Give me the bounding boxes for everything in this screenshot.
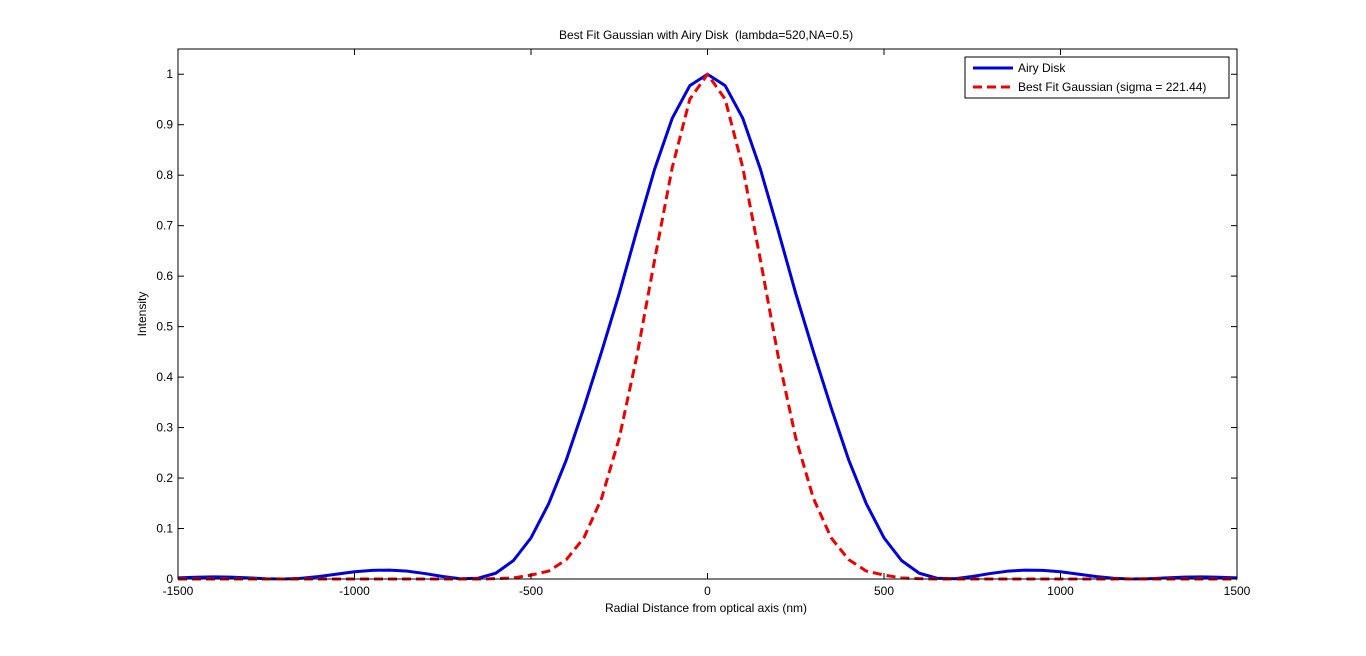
tick-layer: -1500 -1000 -500 0 500 1000 1500 0 0.1 0.2 0.3 0.4 0… [156, 49, 1251, 598]
legend: Airy Disk Best Fit Gaussian (sigma = 221… [964, 56, 1230, 99]
y-tick-label: 0.4 [156, 370, 173, 384]
y-tick-label: 0 [166, 572, 173, 586]
y-tick-label: 0.1 [156, 522, 173, 536]
y-tick-label: 0.5 [156, 320, 173, 334]
x-tick-label: -1500 [163, 584, 194, 598]
x-tick-label: 1000 [1047, 584, 1074, 598]
y-tick-label: 0.3 [156, 421, 173, 435]
legend-airy-disk-label: Airy Disk [1018, 61, 1066, 75]
y-tick-label: 0.9 [156, 118, 173, 132]
y-tick-label: 0.7 [156, 219, 173, 233]
legend-box [964, 56, 1230, 99]
x-tick-label: -500 [519, 584, 543, 598]
y-tick-label: 0.8 [156, 168, 173, 182]
y-tick-label: 0.6 [156, 269, 173, 283]
x-tick-label: 0 [704, 584, 711, 598]
x-tick-label: -1000 [339, 584, 370, 598]
x-tick-label: 1500 [1224, 584, 1251, 598]
y-tick-label: 1 [166, 67, 173, 81]
x-tick-label: 500 [874, 584, 894, 598]
plot-area [178, 49, 1237, 579]
y-axis-label: Intensity [135, 292, 149, 337]
chart-title: Best Fit Gaussian with Airy Disk (lambda… [559, 28, 853, 42]
x-axis-label: Radial Distance from optical axis (nm) [605, 601, 807, 615]
legend-gaussian-label: Best Fit Gaussian (sigma = 221.44) [1018, 80, 1206, 94]
y-tick-label: 0.2 [156, 471, 173, 485]
